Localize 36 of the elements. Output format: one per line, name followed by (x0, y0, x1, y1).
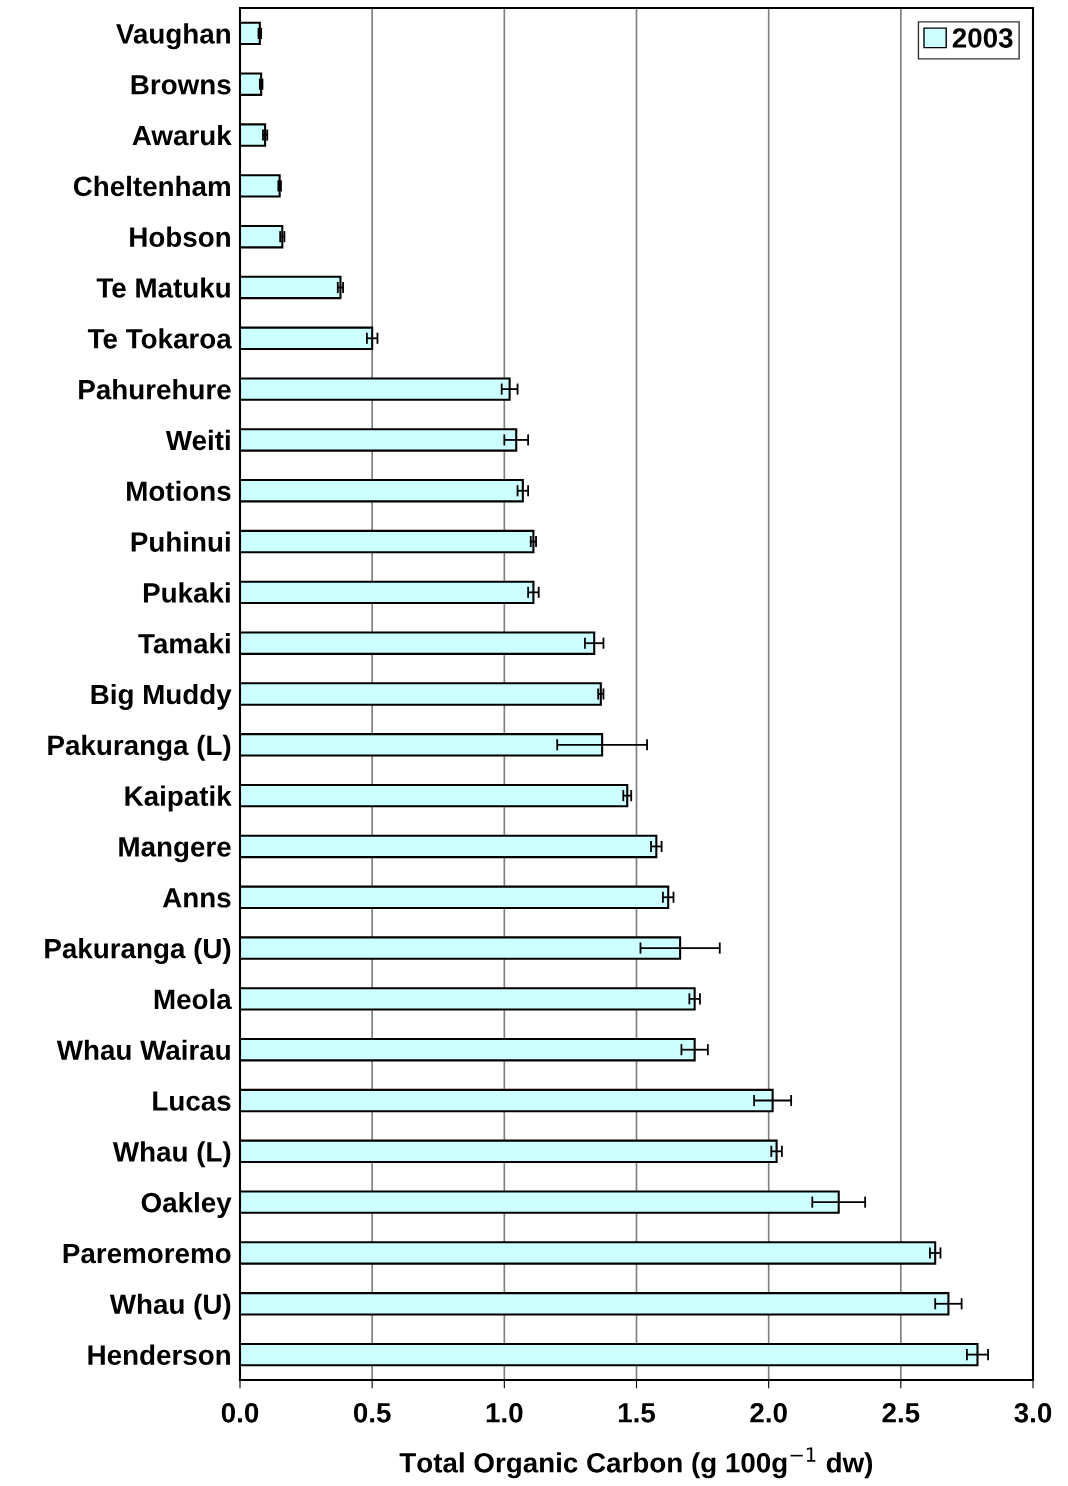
y-tick-label: Weiti (165, 429, 230, 451)
y-tick-label: Tamaki (138, 633, 230, 654)
y-tick-label: Hobson (130, 226, 230, 248)
y-tick-label: Motions (127, 480, 231, 502)
y-tick-label: Pakuranga (L) (48, 734, 231, 761)
x-tick-label: 3.0 (1014, 1402, 1052, 1423)
x-axis-title: Total Organic Carbon (g 100g$^{−1}$ dw) (399, 1447, 873, 1479)
y-tick-label: Meola (154, 988, 232, 1010)
y-tick-label: Vaughan (116, 23, 230, 50)
y-tick-label: Whau Wairau (56, 1039, 230, 1061)
y-tick-label: Paremoremo (63, 1243, 231, 1264)
y-tick-label: Whau (U) (109, 1293, 231, 1320)
x-tick-label: 1.5 (618, 1403, 656, 1423)
x-tick-label: 0.0 (221, 1402, 259, 1423)
y-tick-label: Anns (162, 888, 231, 908)
y-tick-label: Pukaki (143, 582, 230, 603)
y-tick-label: Lucas (153, 1091, 231, 1111)
y-tick-label: Whau (L) (112, 1141, 231, 1168)
y-tick-label: Mangere (119, 837, 231, 863)
y-tick-label: Kaipatik (125, 785, 232, 812)
x-tick-label: 2.0 (750, 1402, 787, 1423)
x-tick-label: 2.5 (882, 1402, 920, 1423)
y-tick-label: Cheltenham (73, 175, 230, 197)
y-tick-label: Henderson (88, 1344, 230, 1365)
x-tick-label: 1.0 (486, 1402, 523, 1423)
y-tick-label: Pahurehure (79, 379, 231, 400)
y-tick-label: Puhinui (131, 531, 230, 552)
y-tick-label: Browns (131, 75, 231, 95)
legend-label: 2003 (952, 28, 1013, 48)
x-tick-label: 0.5 (353, 1402, 391, 1423)
y-tick-label: Te Matuku (96, 277, 230, 298)
y-tick-label: Big Muddy (91, 683, 232, 710)
y-tick-label: Oakley (141, 1192, 232, 1218)
y-tick-label: Pakuranga (U) (45, 938, 231, 965)
y-tick-label: Awaruk (132, 124, 232, 146)
y-tick-label: Te Tokaroa (87, 328, 232, 349)
